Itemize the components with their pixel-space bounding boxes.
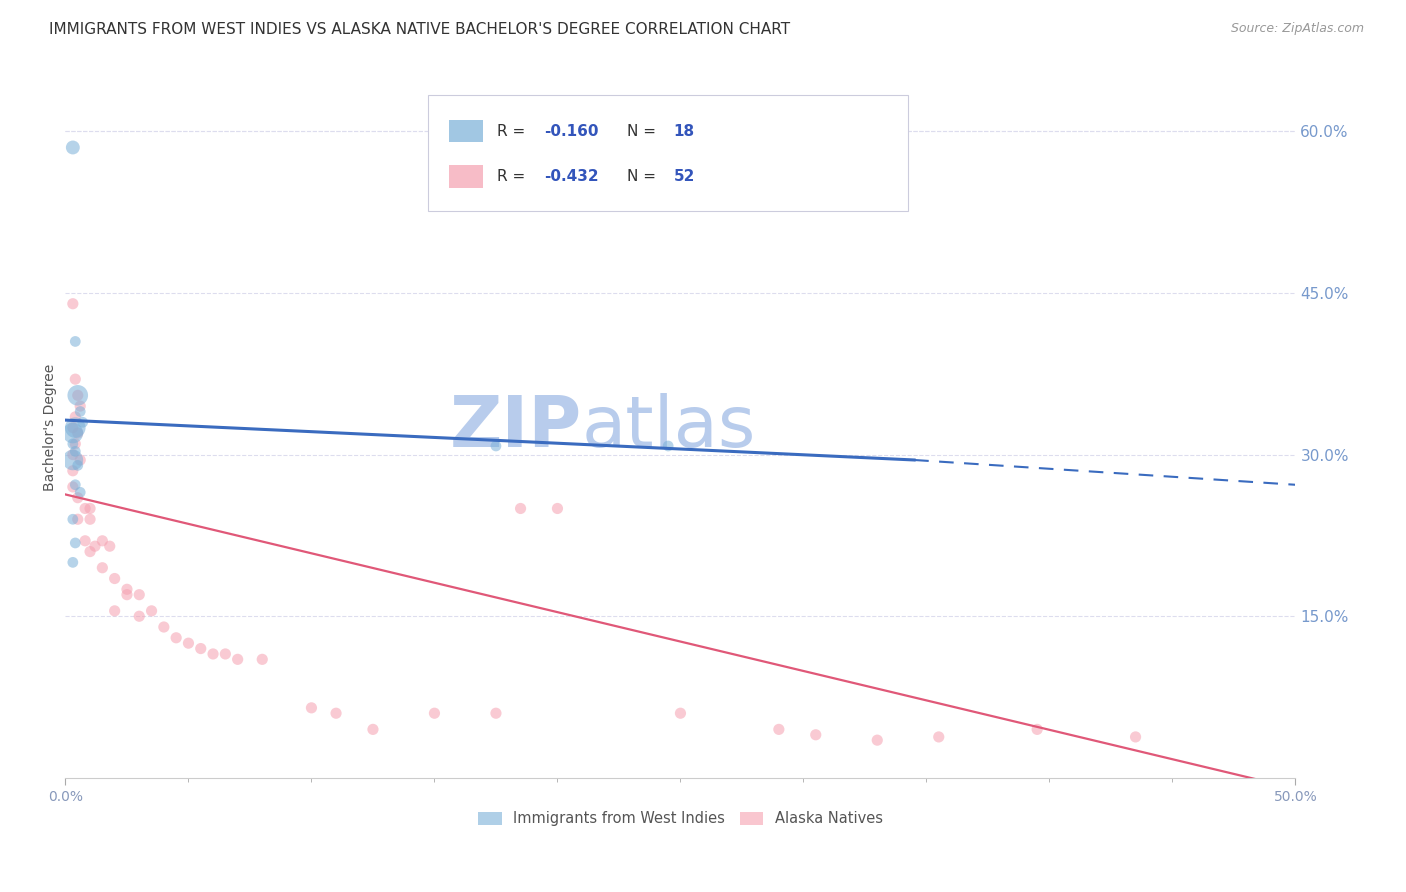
- Point: [69, 399, 91, 413]
- Point: [65, 372, 87, 386]
- Point: [252, 652, 274, 666]
- Point: [72, 415, 94, 429]
- Point: [62, 420, 84, 434]
- Point: [1026, 723, 1049, 737]
- Point: [69, 453, 91, 467]
- Point: [62, 512, 84, 526]
- Bar: [449, 120, 482, 142]
- Point: [79, 512, 101, 526]
- Point: [91, 560, 114, 574]
- Text: IMMIGRANTS FROM WEST INDIES VS ALASKA NATIVE BACHELOR'S DEGREE CORRELATION CHART: IMMIGRANTS FROM WEST INDIES VS ALASKA NA…: [49, 22, 790, 37]
- Point: [804, 728, 827, 742]
- Text: 18: 18: [673, 123, 695, 138]
- Point: [65, 536, 87, 550]
- Point: [66, 491, 89, 505]
- Point: [361, 723, 384, 737]
- Point: [65, 420, 87, 434]
- Text: -0.160: -0.160: [544, 123, 599, 138]
- Point: [226, 652, 249, 666]
- Text: N =: N =: [627, 169, 661, 184]
- Point: [62, 425, 84, 440]
- Point: [66, 388, 89, 402]
- Point: [128, 588, 150, 602]
- Point: [325, 706, 347, 721]
- Point: [65, 444, 87, 458]
- Point: [65, 409, 87, 424]
- Y-axis label: Bachelor's Degree: Bachelor's Degree: [44, 364, 58, 491]
- Point: [509, 501, 531, 516]
- Point: [657, 439, 679, 453]
- Point: [115, 588, 138, 602]
- Point: [65, 477, 87, 491]
- Point: [485, 439, 508, 453]
- Point: [62, 480, 84, 494]
- Point: [62, 140, 84, 154]
- Point: [128, 609, 150, 624]
- Point: [104, 572, 127, 586]
- Bar: [449, 165, 482, 188]
- Point: [62, 437, 84, 451]
- Text: -0.432: -0.432: [544, 169, 599, 184]
- Point: [79, 501, 101, 516]
- Point: [669, 706, 692, 721]
- Point: [66, 388, 89, 402]
- Point: [79, 544, 101, 558]
- Point: [75, 501, 97, 516]
- Point: [153, 620, 176, 634]
- Text: 52: 52: [673, 169, 695, 184]
- Point: [768, 723, 790, 737]
- Point: [190, 641, 212, 656]
- Point: [141, 604, 163, 618]
- Point: [66, 512, 89, 526]
- Point: [66, 425, 89, 440]
- Point: [91, 533, 114, 548]
- Point: [62, 464, 84, 478]
- Point: [301, 701, 323, 715]
- Point: [75, 533, 97, 548]
- FancyBboxPatch shape: [429, 95, 908, 211]
- Point: [84, 539, 107, 553]
- Text: N =: N =: [627, 123, 661, 138]
- Point: [177, 636, 200, 650]
- Point: [115, 582, 138, 597]
- Point: [104, 604, 127, 618]
- Text: atlas: atlas: [582, 393, 756, 462]
- Point: [485, 706, 508, 721]
- Text: R =: R =: [498, 169, 530, 184]
- Point: [62, 453, 84, 467]
- Point: [1125, 730, 1147, 744]
- Point: [69, 404, 91, 418]
- Point: [65, 334, 87, 349]
- Point: [98, 539, 121, 553]
- Point: [928, 730, 950, 744]
- Point: [62, 297, 84, 311]
- Text: ZIP: ZIP: [450, 393, 582, 462]
- Text: Source: ZipAtlas.com: Source: ZipAtlas.com: [1230, 22, 1364, 36]
- Legend: Immigrants from West Indies, Alaska Natives: Immigrants from West Indies, Alaska Nati…: [471, 804, 890, 834]
- Text: R =: R =: [498, 123, 530, 138]
- Point: [546, 501, 568, 516]
- Point: [202, 647, 225, 661]
- Point: [62, 555, 84, 569]
- Point: [65, 437, 87, 451]
- Point: [69, 485, 91, 500]
- Point: [866, 733, 889, 747]
- Point: [423, 706, 446, 721]
- Point: [66, 458, 89, 473]
- Point: [214, 647, 236, 661]
- Point: [165, 631, 187, 645]
- Point: [62, 448, 84, 462]
